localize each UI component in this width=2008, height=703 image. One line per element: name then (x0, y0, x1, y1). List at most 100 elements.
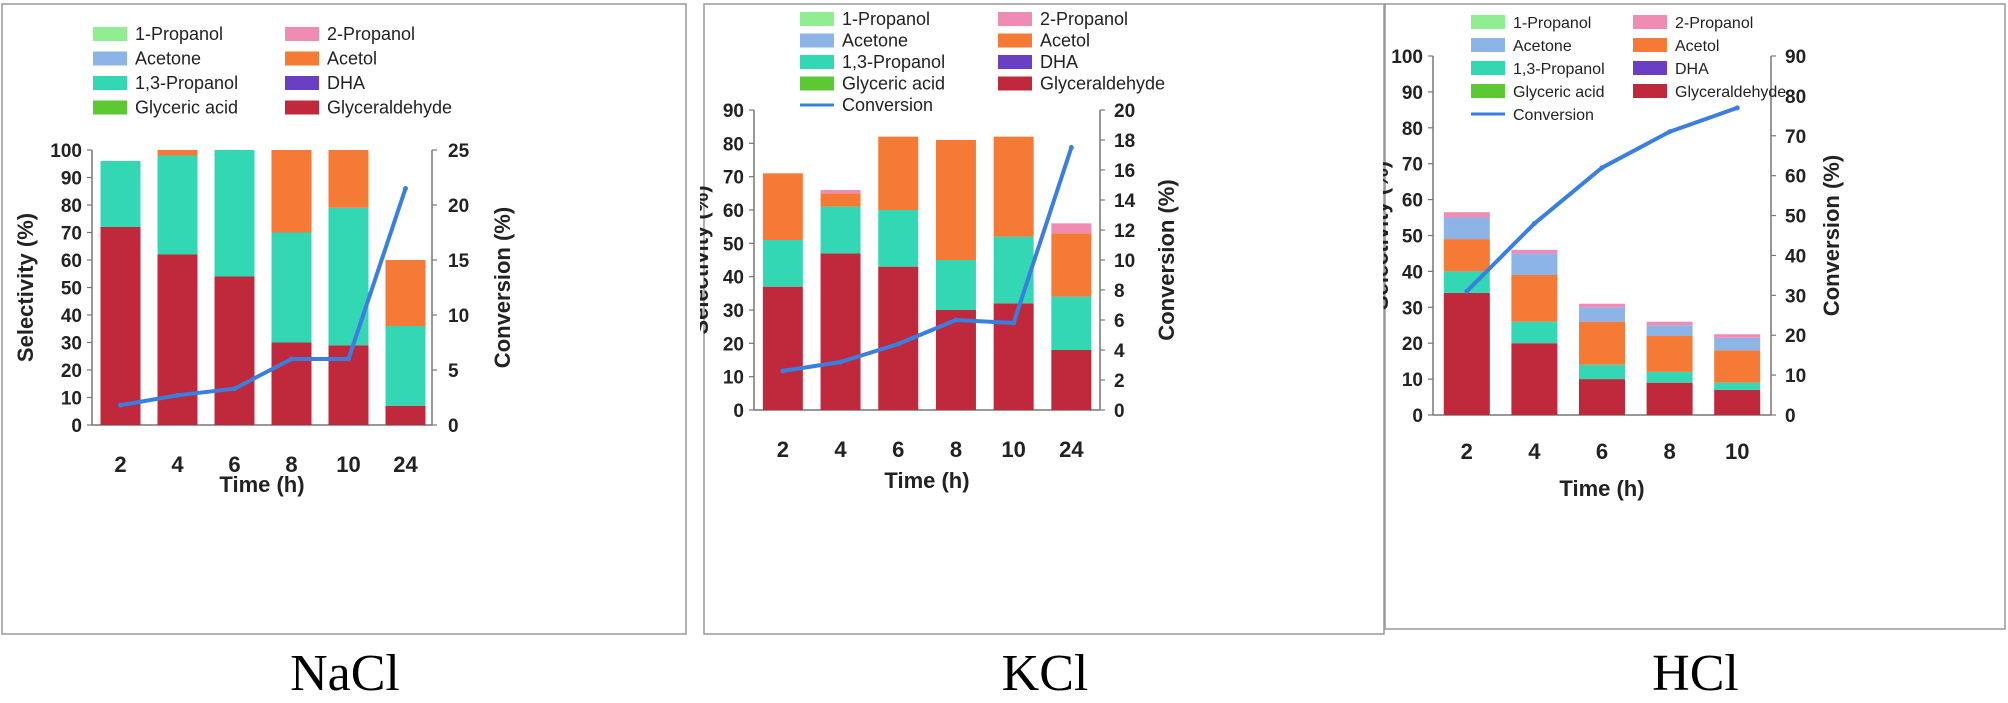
bar-segment-acetol (1443, 239, 1490, 272)
legend-swatch (998, 55, 1032, 69)
y-tick-label: 20 (61, 361, 82, 382)
x-tick-label: 2 (1461, 439, 1473, 464)
legend-label: Conversion (1513, 107, 1594, 124)
bar-segment-glyceraldehyde (385, 405, 426, 425)
conversion-point (838, 359, 844, 365)
conversion-point (780, 368, 786, 374)
conversion-point (175, 392, 180, 398)
x-tick-label: 8 (950, 437, 962, 462)
bar-segment-acetol (1051, 233, 1092, 297)
y-tick-label: 10 (723, 368, 744, 389)
bar-segment-2-propanol (1646, 321, 1693, 326)
y-tick-label: 20 (1402, 334, 1423, 355)
bar-segment-glyceraldehyde (214, 276, 255, 425)
y2-tick-label: 16 (1114, 161, 1135, 182)
conversion-line (120, 187, 408, 408)
bar-segment-acetol (1511, 274, 1558, 322)
legend-label: 1-Propanol (1513, 15, 1591, 32)
bar-segment-1-3-propanol (1443, 271, 1490, 293)
conversion-point (232, 386, 237, 392)
y2-tick-label: 40 (1785, 246, 1806, 267)
chart-svg: 0 10 20 30 40 50 60 70 80 90 100 0 10 20 30 40 50 60 70 80 9… (1383, 3, 2006, 630)
y2-tick-label: 25 (448, 141, 470, 162)
bar-segment-acetol (878, 136, 919, 210)
bar-segment-1-3-propanol (385, 326, 426, 406)
legend-label: Acetone (1513, 38, 1572, 55)
legend-label: 1,3-Propanol (1513, 61, 1605, 78)
y2-tick-label: 10 (448, 306, 469, 327)
y-tick-label: 70 (1402, 155, 1423, 176)
y-tick-label: 10 (1402, 370, 1423, 391)
y2-tick-label: 6 (1114, 311, 1125, 332)
legend-label: 2-Propanol (1040, 9, 1128, 29)
conversion-point (403, 186, 408, 191)
bar-segment-glyceraldehyde (1511, 343, 1558, 415)
y-axis-title: Selectivity (%) (700, 185, 713, 334)
conversion-point (1464, 288, 1470, 294)
y2-tick-label: 8 (1114, 281, 1125, 302)
y2-tick-label: 15 (448, 251, 470, 272)
legend-swatch (800, 55, 834, 69)
y-tick-label: 50 (723, 234, 744, 255)
y2-tick-label: 0 (1785, 406, 1796, 427)
legend-swatch (998, 12, 1032, 26)
chart-caption: KCl (1001, 645, 1089, 702)
bar-segment-2-propanol (820, 190, 861, 194)
x-tick-label: 8 (1663, 439, 1675, 464)
y-tick-label: 80 (61, 196, 82, 217)
bar-segment-1-3-propanol (1646, 371, 1693, 383)
x-tick-label: 6 (1596, 439, 1608, 464)
y-tick-label: 40 (723, 268, 744, 289)
y2-axis-title: Conversion (%) (490, 207, 515, 368)
y2-tick-label: 20 (1114, 101, 1135, 122)
y2-tick-label: 20 (448, 196, 469, 217)
legend-label: 1-Propanol (135, 24, 223, 44)
bar-segment-acetone (1443, 217, 1490, 240)
y-tick-label: 0 (733, 401, 744, 422)
bar-segment-glyceraldehyde (271, 342, 312, 425)
legend-swatch (93, 100, 127, 115)
y-tick-label: 50 (61, 279, 82, 300)
bar-segment-glyceraldehyde (820, 253, 861, 410)
legend-label: Acetol (1040, 31, 1090, 51)
legend-label: Acetol (327, 49, 377, 69)
y2-axis-title: Conversion (%) (1154, 179, 1179, 340)
bar-segment-1-3-propanol (271, 232, 312, 343)
y-axis-title: Selectivity (%) (1383, 161, 1393, 310)
bar-segment-acetone (1714, 337, 1761, 351)
x-axis-title: Time (h) (1559, 476, 1644, 501)
legend-label: Glyceric acid (135, 98, 238, 118)
y-tick-label: 50 (1402, 227, 1423, 248)
x-tick-label: 24 (1059, 437, 1084, 462)
legend-label: Glyceric acid (1513, 84, 1605, 101)
chart-panel-kcl: 0 10 20 30 40 50 60 70 80 90 0 2 4 6 8 10 12 14 16 18 20 2 4 6 8… (700, 0, 1390, 702)
y2-tick-label: 30 (1785, 286, 1806, 307)
bar-segment-glyceraldehyde (100, 227, 141, 425)
y2-tick-label: 20 (1785, 326, 1806, 347)
y2-tick-label: 18 (1114, 131, 1135, 152)
y2-tick-label: 60 (1785, 167, 1806, 188)
y-tick-label: 90 (723, 101, 744, 122)
x-axis-title: Time (h) (884, 468, 969, 493)
legend-label: Conversion (842, 95, 933, 115)
y-tick-label: 100 (50, 141, 82, 162)
y-tick-label: 30 (61, 334, 82, 355)
legend-swatch (1471, 15, 1505, 29)
y2-tick-label: 4 (1114, 341, 1125, 362)
bar-segment-1-3-propanol (762, 240, 803, 287)
y2-tick-label: 10 (1114, 251, 1135, 272)
y2-axis-title: Conversion (%) (1819, 155, 1844, 316)
y-axis-title: Selectivity (%) (13, 213, 38, 362)
bar-segment-2-propanol (1443, 212, 1490, 218)
y-tick-label: 60 (61, 251, 82, 272)
y2-tick-label: 2 (1114, 371, 1125, 392)
y-tick-label: 70 (61, 224, 82, 245)
x-tick-label: 10 (1001, 437, 1025, 462)
legend-swatch (800, 76, 834, 91)
legend-swatch (800, 33, 834, 48)
bar-segment-glyceraldehyde (762, 286, 803, 410)
legend-swatch (93, 27, 127, 41)
y-tick-label: 80 (1402, 119, 1423, 140)
x-axis-title: Time (h) (219, 472, 304, 497)
